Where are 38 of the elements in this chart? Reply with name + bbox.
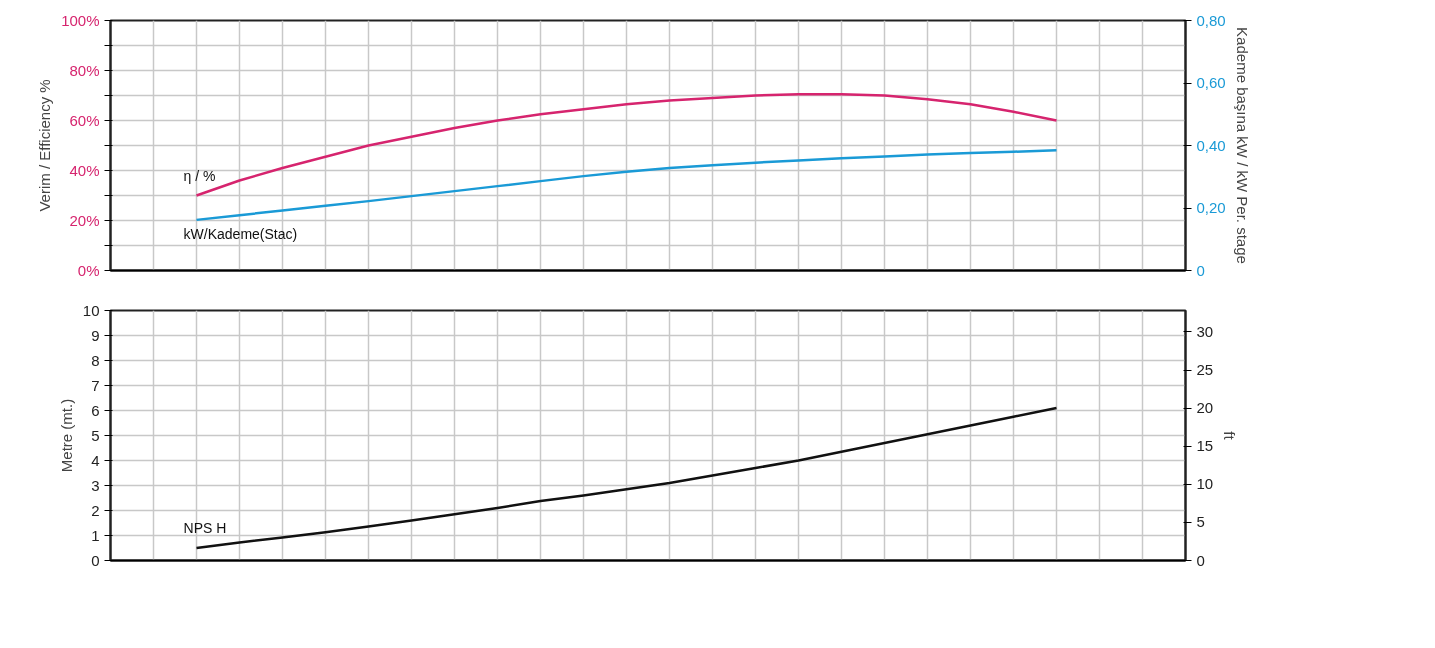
y2-tick-label: 5 [1196, 513, 1205, 531]
y-tick-label: 100% [61, 12, 100, 29]
y2-tick-label: 10 [1196, 475, 1214, 493]
y-tick-label: 5 [91, 426, 100, 444]
y-tick-label: 0% [77, 262, 100, 279]
y-tick-label: 40% [69, 162, 100, 179]
y2-tick-label: 0 [1196, 551, 1205, 569]
y-tick-label: 60% [69, 112, 100, 129]
y-tick-label: 80% [69, 62, 100, 79]
y-tick-label: 0 [91, 551, 100, 569]
y-tick-label: 10 [82, 301, 100, 319]
y-axis-title: Metre (mt.) [57, 398, 75, 473]
y-tick-label: 8 [91, 351, 100, 369]
y-tick-label: 3 [91, 476, 100, 494]
y2-axis-title: ft [1221, 431, 1239, 441]
y2-tick-label: 0,80 [1196, 11, 1226, 29]
y-tick-label: 7 [91, 376, 100, 394]
y2-tick-label: 0,20 [1196, 199, 1226, 216]
series-label: η / % [183, 167, 216, 184]
y2-tick-label: 25 [1196, 361, 1214, 379]
y2-tick-label: 20 [1196, 399, 1214, 417]
line-series [195, 93, 1058, 197]
y2-tick-label: 0,60 [1196, 74, 1226, 91]
y2-tick-label: 0 [1196, 261, 1205, 279]
y-tick-label: 2 [91, 501, 100, 519]
y-tick-label: 9 [91, 326, 100, 344]
y-tick-label: 4 [91, 451, 100, 469]
y-tick-label: 1 [91, 526, 100, 544]
y-tick-label: 20% [69, 212, 100, 229]
y-tick-label: 6 [91, 401, 100, 419]
series-label: NPS H [183, 520, 227, 536]
y2-tick-label: 0,40 [1196, 136, 1226, 154]
y-axis-title: Verim / Efficiency % [36, 79, 54, 212]
line-series [195, 148, 1058, 222]
y2-tick-label: 30 [1196, 322, 1214, 340]
y2-tick-label: 15 [1196, 437, 1214, 455]
y2-axis-title: Kademe başına kW / kW Per. stage [1233, 27, 1251, 264]
series-label: kW/Kademe(Stac) [183, 225, 298, 242]
